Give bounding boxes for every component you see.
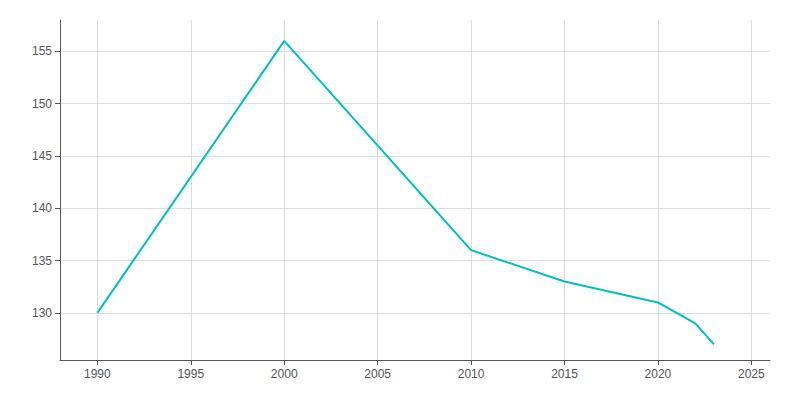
svg-text:145: 145	[32, 149, 52, 163]
svg-text:2000: 2000	[271, 367, 298, 381]
svg-text:130: 130	[32, 306, 52, 320]
svg-text:2020: 2020	[645, 367, 672, 381]
svg-text:1990: 1990	[84, 367, 111, 381]
svg-text:2010: 2010	[458, 367, 485, 381]
svg-text:150: 150	[32, 97, 52, 111]
svg-text:135: 135	[32, 254, 52, 268]
svg-text:2025: 2025	[738, 367, 765, 381]
svg-text:140: 140	[32, 201, 52, 215]
svg-text:1995: 1995	[177, 367, 204, 381]
svg-text:2005: 2005	[364, 367, 391, 381]
svg-text:2015: 2015	[551, 367, 578, 381]
svg-text:155: 155	[32, 44, 52, 58]
